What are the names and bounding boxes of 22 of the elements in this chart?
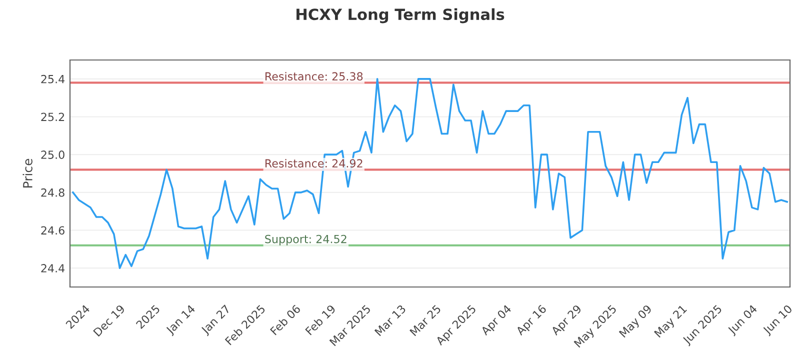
x-tick-label: Jun 10 bbox=[762, 304, 794, 336]
y-tick-label: 24.4 bbox=[41, 264, 65, 272]
x-tick-label: Apr 04 bbox=[480, 304, 514, 338]
chart-title: HCXY Long Term Signals bbox=[296, 8, 504, 24]
ref-line-label: Resistance: 24.92 bbox=[265, 158, 362, 168]
x-tick-label: Jan 27 bbox=[200, 304, 232, 336]
y-tick-label: 25.2 bbox=[41, 112, 64, 122]
y-tick-label: 24.8 bbox=[41, 188, 64, 197]
ref-line-label: Resistance: 25.38 bbox=[265, 72, 363, 81]
y-tick-label: 25.4 bbox=[41, 74, 65, 84]
x-tick-label: Jun 04 bbox=[726, 304, 760, 336]
x-tick-label: Dec 19 bbox=[92, 304, 126, 337]
y-axis-title: Price bbox=[22, 158, 32, 188]
y-tick-label: 24.6 bbox=[41, 226, 64, 235]
x-tick-label: Feb 06 bbox=[270, 304, 301, 336]
x-tick-label: Apr 16 bbox=[515, 304, 548, 338]
y-tick-label: 25.0 bbox=[41, 150, 64, 159]
ref-line-label: Support: 24.52 bbox=[265, 234, 346, 246]
x-tick-label: Feb 19 bbox=[304, 304, 336, 336]
x-tick-label: Mar 25 bbox=[409, 304, 442, 336]
x-tick-label: Mar 13 bbox=[374, 304, 406, 336]
x-tick-label: Jan 14 bbox=[165, 304, 198, 336]
